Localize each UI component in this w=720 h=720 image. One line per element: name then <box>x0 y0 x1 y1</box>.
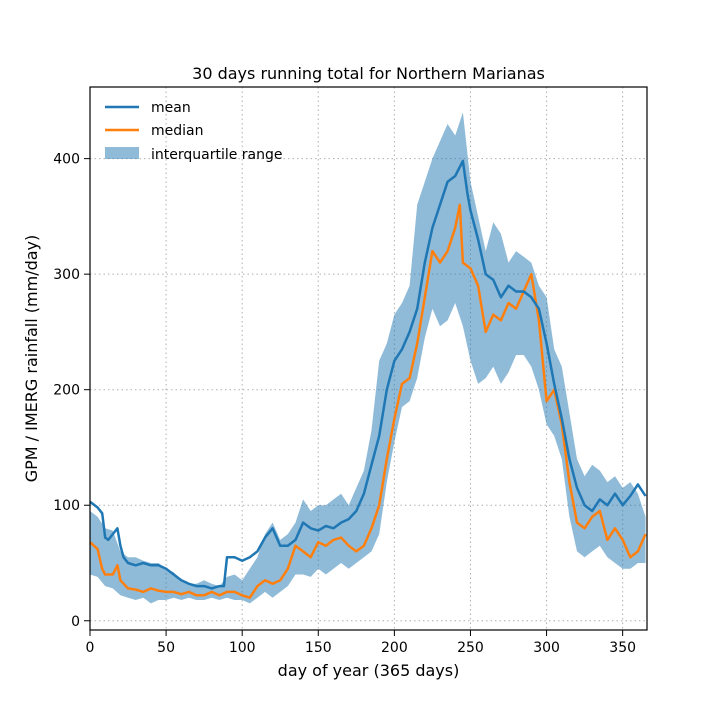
plot-area <box>89 112 647 604</box>
mean-line <box>89 159 647 590</box>
x-tick-label: 100 <box>229 640 256 656</box>
x-tick-label: 200 <box>381 640 408 656</box>
y-tick-label: 200 <box>53 383 80 399</box>
x-tick-label: 150 <box>305 640 332 656</box>
chart-title: 30 days running total for Northern Maria… <box>192 64 545 83</box>
y-axis-label: GPM / IMERG rainfall (mm/day) <box>22 235 41 483</box>
x-axis-label: day of year (365 days) <box>278 661 460 680</box>
legend-label-iqr: interquartile range <box>151 147 283 163</box>
legend-swatch-iqr <box>105 147 139 159</box>
x-tick-label: 0 <box>86 640 95 656</box>
legend-label-mean: mean <box>151 100 191 116</box>
iqr-band <box>90 112 646 604</box>
x-tick-label: 300 <box>533 640 560 656</box>
plot-frame <box>89 86 648 631</box>
x-axis: 0 50 100 150 200 250 300 350 <box>86 630 636 656</box>
x-tick-label: 50 <box>157 640 175 656</box>
y-tick-label: 100 <box>53 498 80 514</box>
median-line <box>89 203 647 599</box>
legend-label-median: median <box>151 123 203 139</box>
x-tick-label: 250 <box>457 640 484 656</box>
y-tick-label: 0 <box>71 614 80 630</box>
y-tick-label: 300 <box>53 267 80 283</box>
y-axis: 0 100 200 300 400 <box>53 152 90 630</box>
x-tick-label: 350 <box>609 640 636 656</box>
legend: mean median interquartile range <box>105 100 283 163</box>
y-tick-label: 400 <box>53 152 80 168</box>
